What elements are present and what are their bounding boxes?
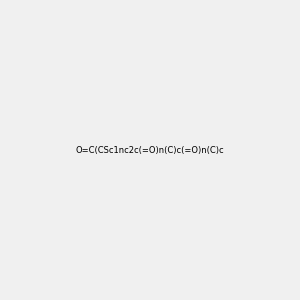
Text: O=C(CSc1nc2c(=O)n(C)c(=O)n(C)c: O=C(CSc1nc2c(=O)n(C)c(=O)n(C)c [76,146,224,154]
